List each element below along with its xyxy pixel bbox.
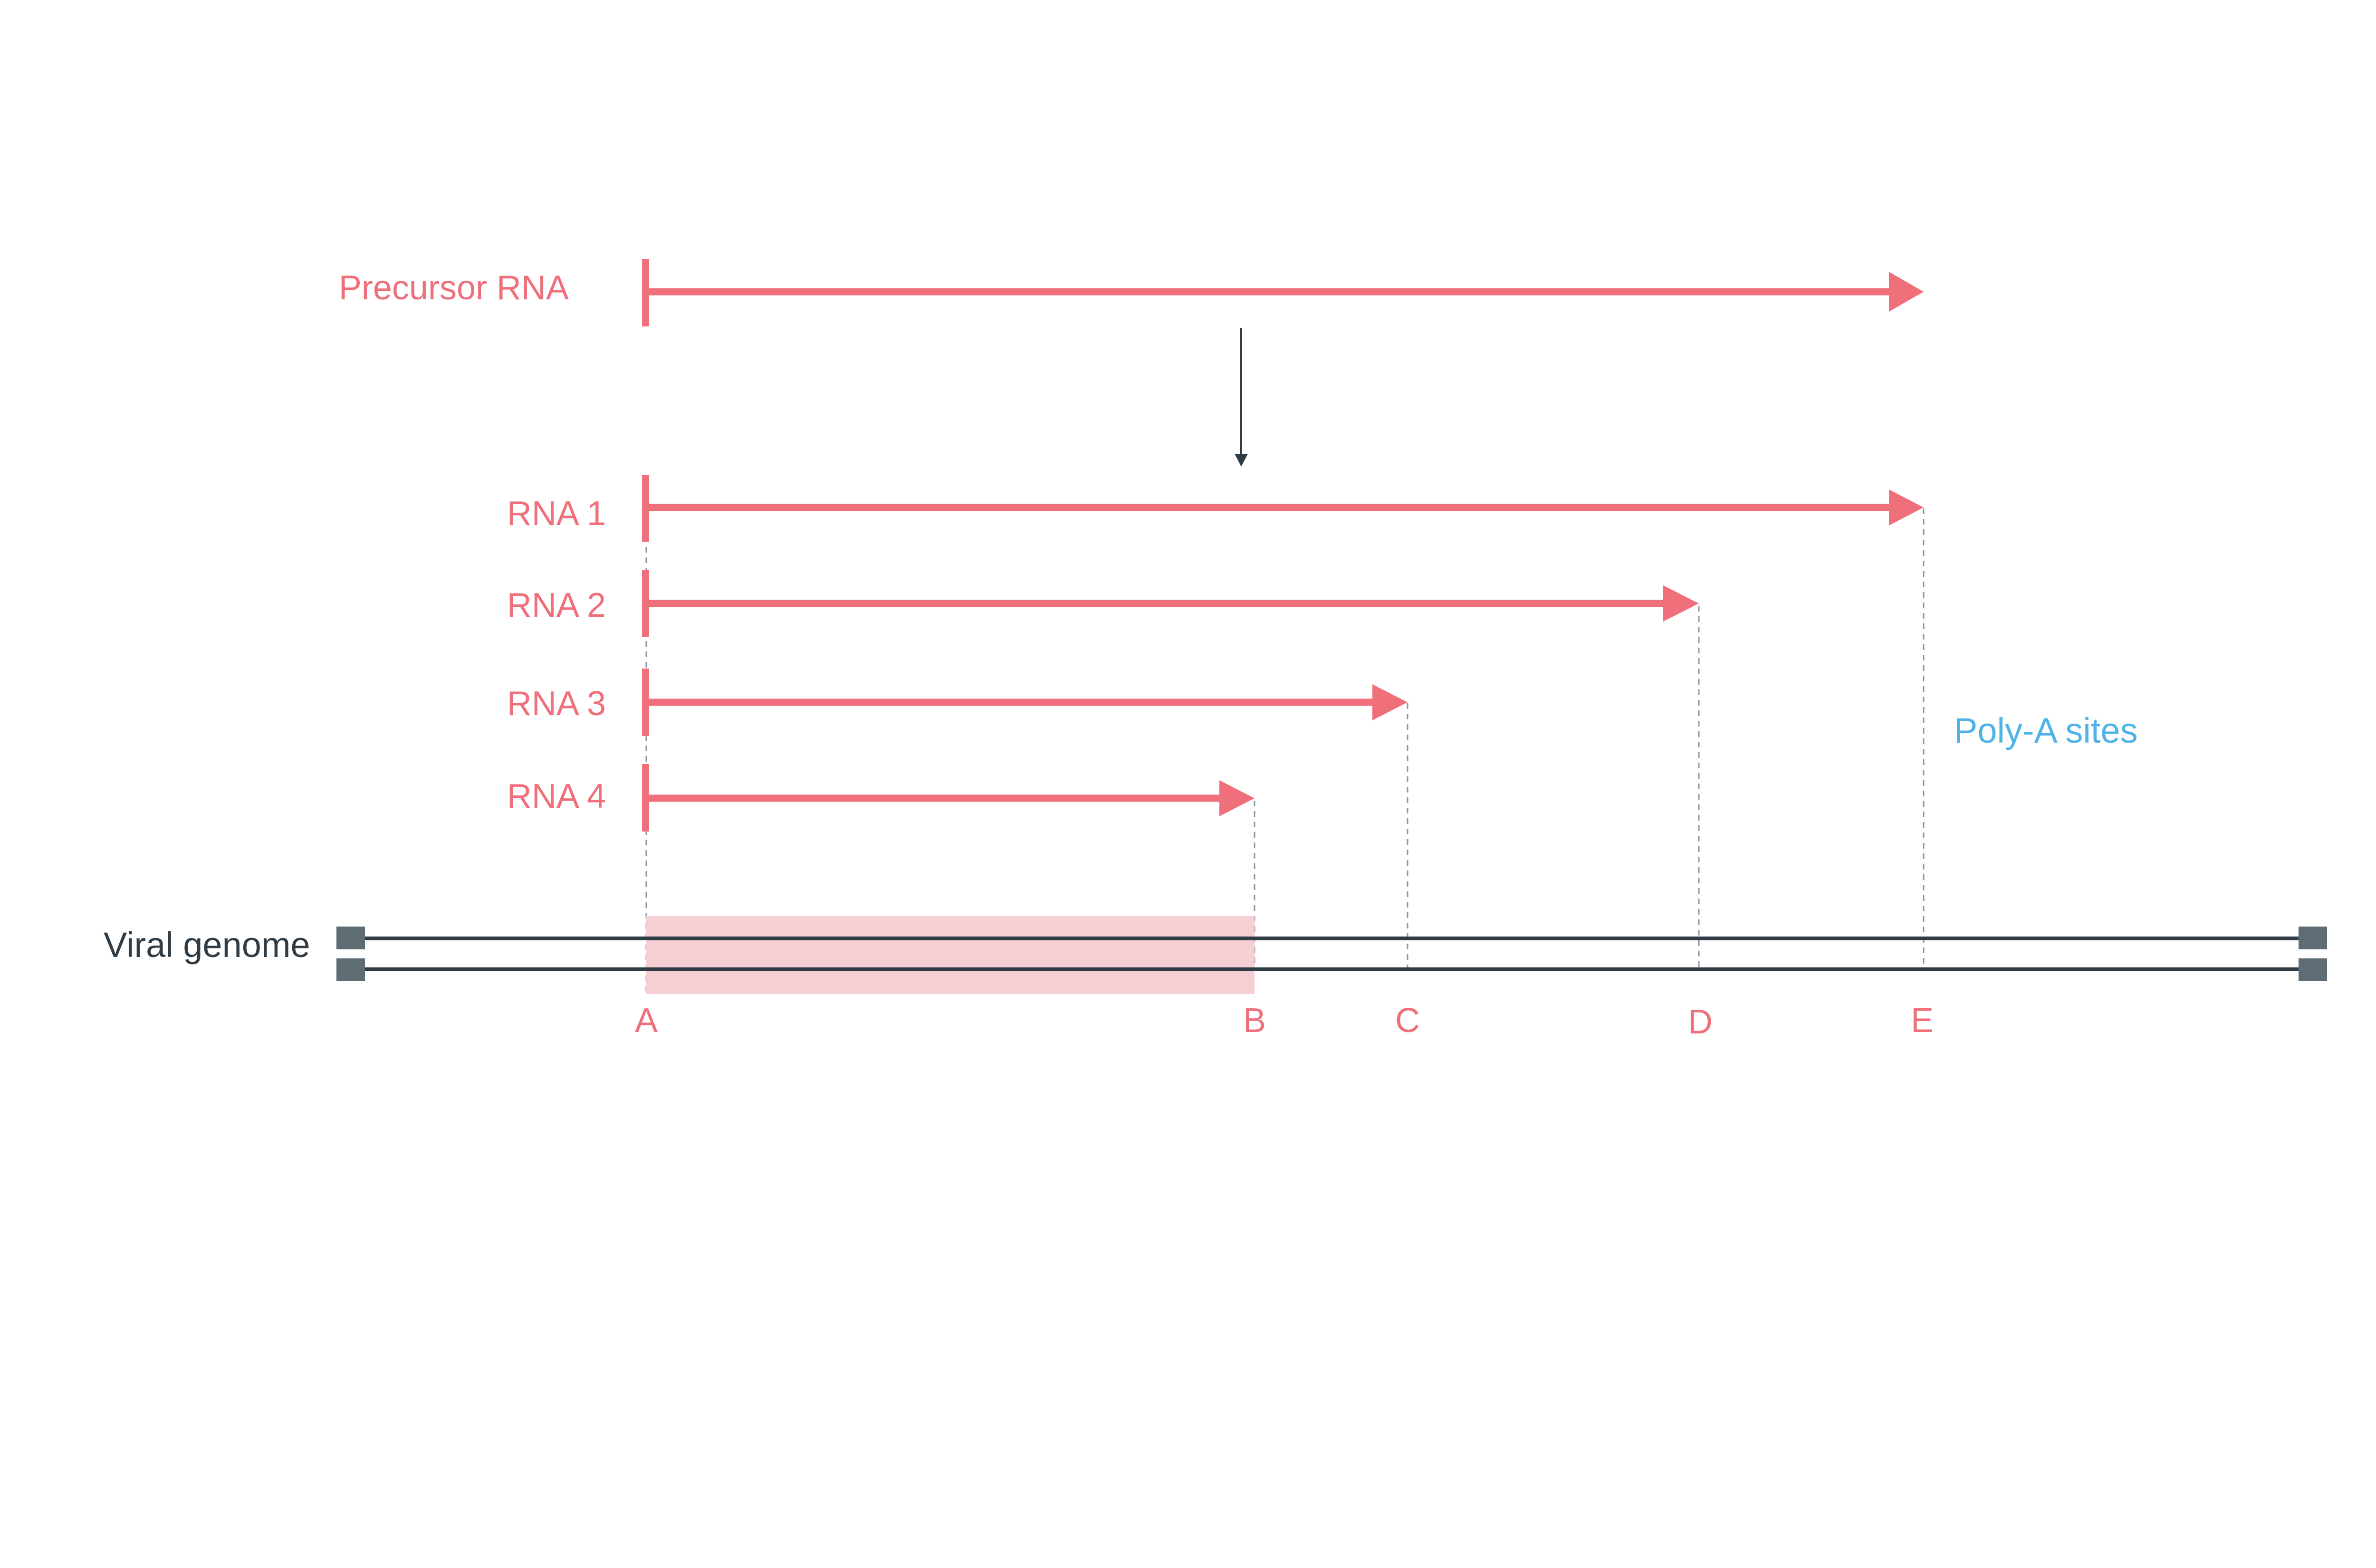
rna-4	[642, 764, 1255, 832]
rna-2-label: RNA 2	[507, 586, 606, 624]
rna-4-arrowhead	[1219, 780, 1255, 816]
site-label-b: B	[1243, 1002, 1266, 1040]
processing-arrow	[1235, 328, 1248, 467]
polya-sites-label: Poly-A sites	[1954, 711, 2138, 750]
site-label-c: C	[1395, 1002, 1420, 1040]
genome-end-cap-left-top	[336, 927, 365, 949]
genome-end-cap-left-bottom	[336, 958, 365, 981]
rna-3-label: RNA 3	[507, 685, 606, 723]
precursor-arrowhead	[1889, 272, 1924, 312]
rna-1-arrowhead	[1889, 489, 1924, 526]
genome-end-cap-right-bottom	[2299, 958, 2327, 981]
site-label-a: A	[635, 1002, 658, 1040]
site-labels: A B C D E	[635, 1002, 1934, 1041]
precursor-rna	[642, 259, 1924, 326]
genome-label: Viral genome	[104, 925, 310, 965]
genome-end-cap-right-top	[2299, 927, 2327, 949]
site-label-e: E	[1911, 1002, 1934, 1040]
rna-3	[642, 669, 1408, 736]
rna-1	[642, 475, 1924, 542]
processing-arrow-head	[1235, 454, 1248, 467]
precursor-label: Precursor RNA	[339, 269, 569, 307]
rna-1-label: RNA 1	[507, 495, 606, 533]
rna-2	[642, 570, 1699, 637]
genome-highlight-region	[646, 916, 1255, 994]
rna-4-label: RNA 4	[507, 777, 606, 815]
site-label-d: D	[1688, 1003, 1713, 1041]
viral-genome	[336, 927, 2327, 981]
rna-2-arrowhead	[1663, 585, 1699, 621]
rna-3-arrowhead	[1372, 684, 1408, 720]
